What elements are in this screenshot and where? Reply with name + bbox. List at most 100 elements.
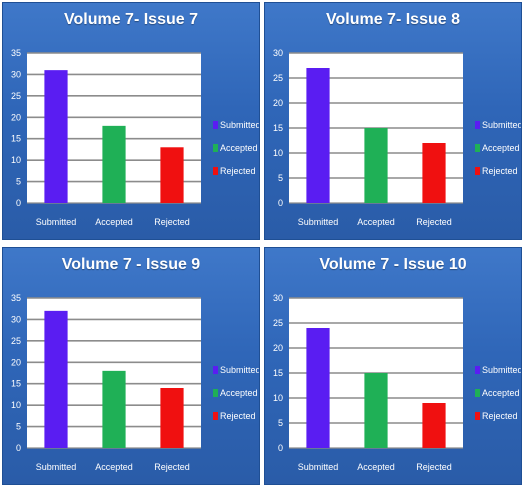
bar-accepted [102, 125, 126, 203]
x-tick-label: Rejected [154, 217, 190, 227]
x-tick-label: Submitted [298, 217, 339, 227]
y-tick-label: 30 [273, 48, 283, 58]
x-tick-label: Accepted [95, 462, 133, 472]
legend-swatch-accepted [475, 388, 480, 397]
chart-legend: Submitted Accepted Rejected [475, 358, 522, 427]
y-tick-label: 5 [16, 422, 21, 432]
chart-panel-issue-8: Volume 7- Issue 8 0 5 10 15 20 25 30 Submitted A… [264, 2, 522, 240]
y-tick-label: 25 [273, 73, 283, 83]
y-tick-label: 20 [273, 98, 283, 108]
y-tick-label: 5 [278, 173, 283, 183]
legend-swatch-rejected [475, 166, 480, 175]
y-tick-label: 25 [273, 318, 283, 328]
y-tick-label: 30 [11, 314, 21, 324]
chart-panel-issue-10: Volume 7 - Issue 10 0 5 10 15 20 25 30 Submitte… [264, 247, 522, 485]
legend-label: Accepted [482, 387, 520, 398]
legend-swatch-rejected [213, 166, 218, 175]
x-tick-label: Submitted [36, 462, 77, 472]
x-tick-label: Rejected [154, 462, 190, 472]
y-tick-label: 25 [11, 336, 21, 346]
y-tick-label: 30 [11, 69, 21, 79]
y-tick-label: 0 [16, 443, 21, 453]
y-tick-label: 0 [16, 198, 21, 208]
y-tick-label: 5 [16, 177, 21, 187]
legend-label: Accepted [220, 387, 258, 398]
legend-label: Rejected [220, 165, 256, 176]
legend-label: Submitted [220, 119, 260, 130]
legend-item-submitted: Submitted [475, 358, 522, 381]
y-tick-label: 20 [11, 112, 21, 122]
legend-swatch-submitted [213, 120, 218, 129]
legend-label: Submitted [220, 364, 260, 375]
y-tick-label: 5 [278, 418, 283, 428]
y-tick-label: 15 [11, 134, 21, 144]
legend-swatch-submitted [475, 365, 480, 374]
bar-rejected [160, 147, 184, 203]
chart-plot: 0 5 10 15 20 25 30 35 Submitted Accepted Rejected [11, 293, 201, 472]
y-tick-label: 10 [273, 393, 283, 403]
y-tick-label: 10 [11, 155, 21, 165]
bar-submitted [44, 310, 68, 448]
x-tick-label: Submitted [298, 462, 339, 472]
chart-title: Volume 7 - Issue 9 [61, 256, 201, 273]
bar-accepted [102, 370, 126, 448]
legend-label: Rejected [482, 410, 518, 421]
y-tick-label: 15 [273, 123, 283, 133]
bar-submitted [44, 70, 68, 204]
legend-item-accepted: Accepted [213, 381, 259, 404]
chart-panel-issue-7: Volume 7- Issue 7 0 5 10 15 20 25 30 35 Submitte… [2, 2, 260, 240]
y-tick-label: 25 [11, 91, 21, 101]
y-tick-label: 35 [11, 48, 21, 58]
legend-item-rejected: Rejected [213, 404, 259, 427]
chart-plot: 0 5 10 15 20 25 30 35 Submitted Accepted Rejected [11, 48, 201, 227]
legend-label: Submitted [482, 119, 522, 130]
chart-panel-issue-9: Volume 7 - Issue 9 0 5 10 15 20 25 30 35 Submitt… [2, 247, 260, 485]
y-tick-label: 0 [278, 443, 283, 453]
legend-label: Submitted [482, 364, 522, 375]
legend-item-rejected: Rejected [213, 159, 259, 182]
legend-swatch-submitted [213, 365, 218, 374]
x-tick-label: Accepted [95, 217, 133, 227]
y-tick-label: 20 [273, 343, 283, 353]
x-tick-label: Rejected [416, 217, 452, 227]
y-tick-label: 15 [11, 379, 21, 389]
y-tick-label: 30 [273, 293, 283, 303]
y-tick-label: 10 [11, 400, 21, 410]
y-tick-label: 15 [273, 368, 283, 378]
y-tick-label: 20 [11, 357, 21, 367]
legend-swatch-accepted [475, 143, 480, 152]
chart-title: Volume 7- Issue 8 [326, 11, 460, 28]
x-tick-label: Submitted [36, 217, 77, 227]
bar-submitted [306, 328, 330, 448]
chart-legend: Submitted Accepted Rejected [213, 358, 260, 427]
legend-item-accepted: Accepted [475, 136, 521, 159]
legend-swatch-accepted [213, 388, 218, 397]
bar-rejected [422, 403, 446, 448]
legend-swatch-rejected [213, 411, 218, 420]
legend-label: Rejected [482, 165, 518, 176]
bar-rejected [422, 143, 446, 203]
legend-item-submitted: Submitted [213, 113, 260, 136]
legend-item-submitted: Submitted [213, 358, 260, 381]
legend-label: Accepted [220, 142, 258, 153]
y-tick-label: 0 [278, 198, 283, 208]
x-tick-label: Rejected [416, 462, 452, 472]
legend-swatch-accepted [213, 143, 218, 152]
legend-item-accepted: Accepted [213, 136, 259, 159]
legend-swatch-submitted [475, 120, 480, 129]
bar-accepted [364, 128, 388, 203]
bar-accepted [364, 373, 388, 448]
legend-item-submitted: Submitted [475, 113, 522, 136]
bar-submitted [306, 68, 330, 203]
chart-title: Volume 7- Issue 7 [64, 11, 198, 28]
chart-plot: 0 5 10 15 20 25 30 Submitted Accepted Rejected [273, 293, 463, 472]
bar-rejected [160, 388, 184, 448]
legend-label: Rejected [220, 410, 256, 421]
legend-item-rejected: Rejected [475, 159, 521, 182]
y-tick-label: 10 [273, 148, 283, 158]
chart-legend: Submitted Accepted Rejected [213, 113, 260, 182]
y-tick-label: 35 [11, 293, 21, 303]
chart-title: Volume 7 - Issue 10 [319, 256, 467, 273]
legend-item-accepted: Accepted [475, 381, 521, 404]
